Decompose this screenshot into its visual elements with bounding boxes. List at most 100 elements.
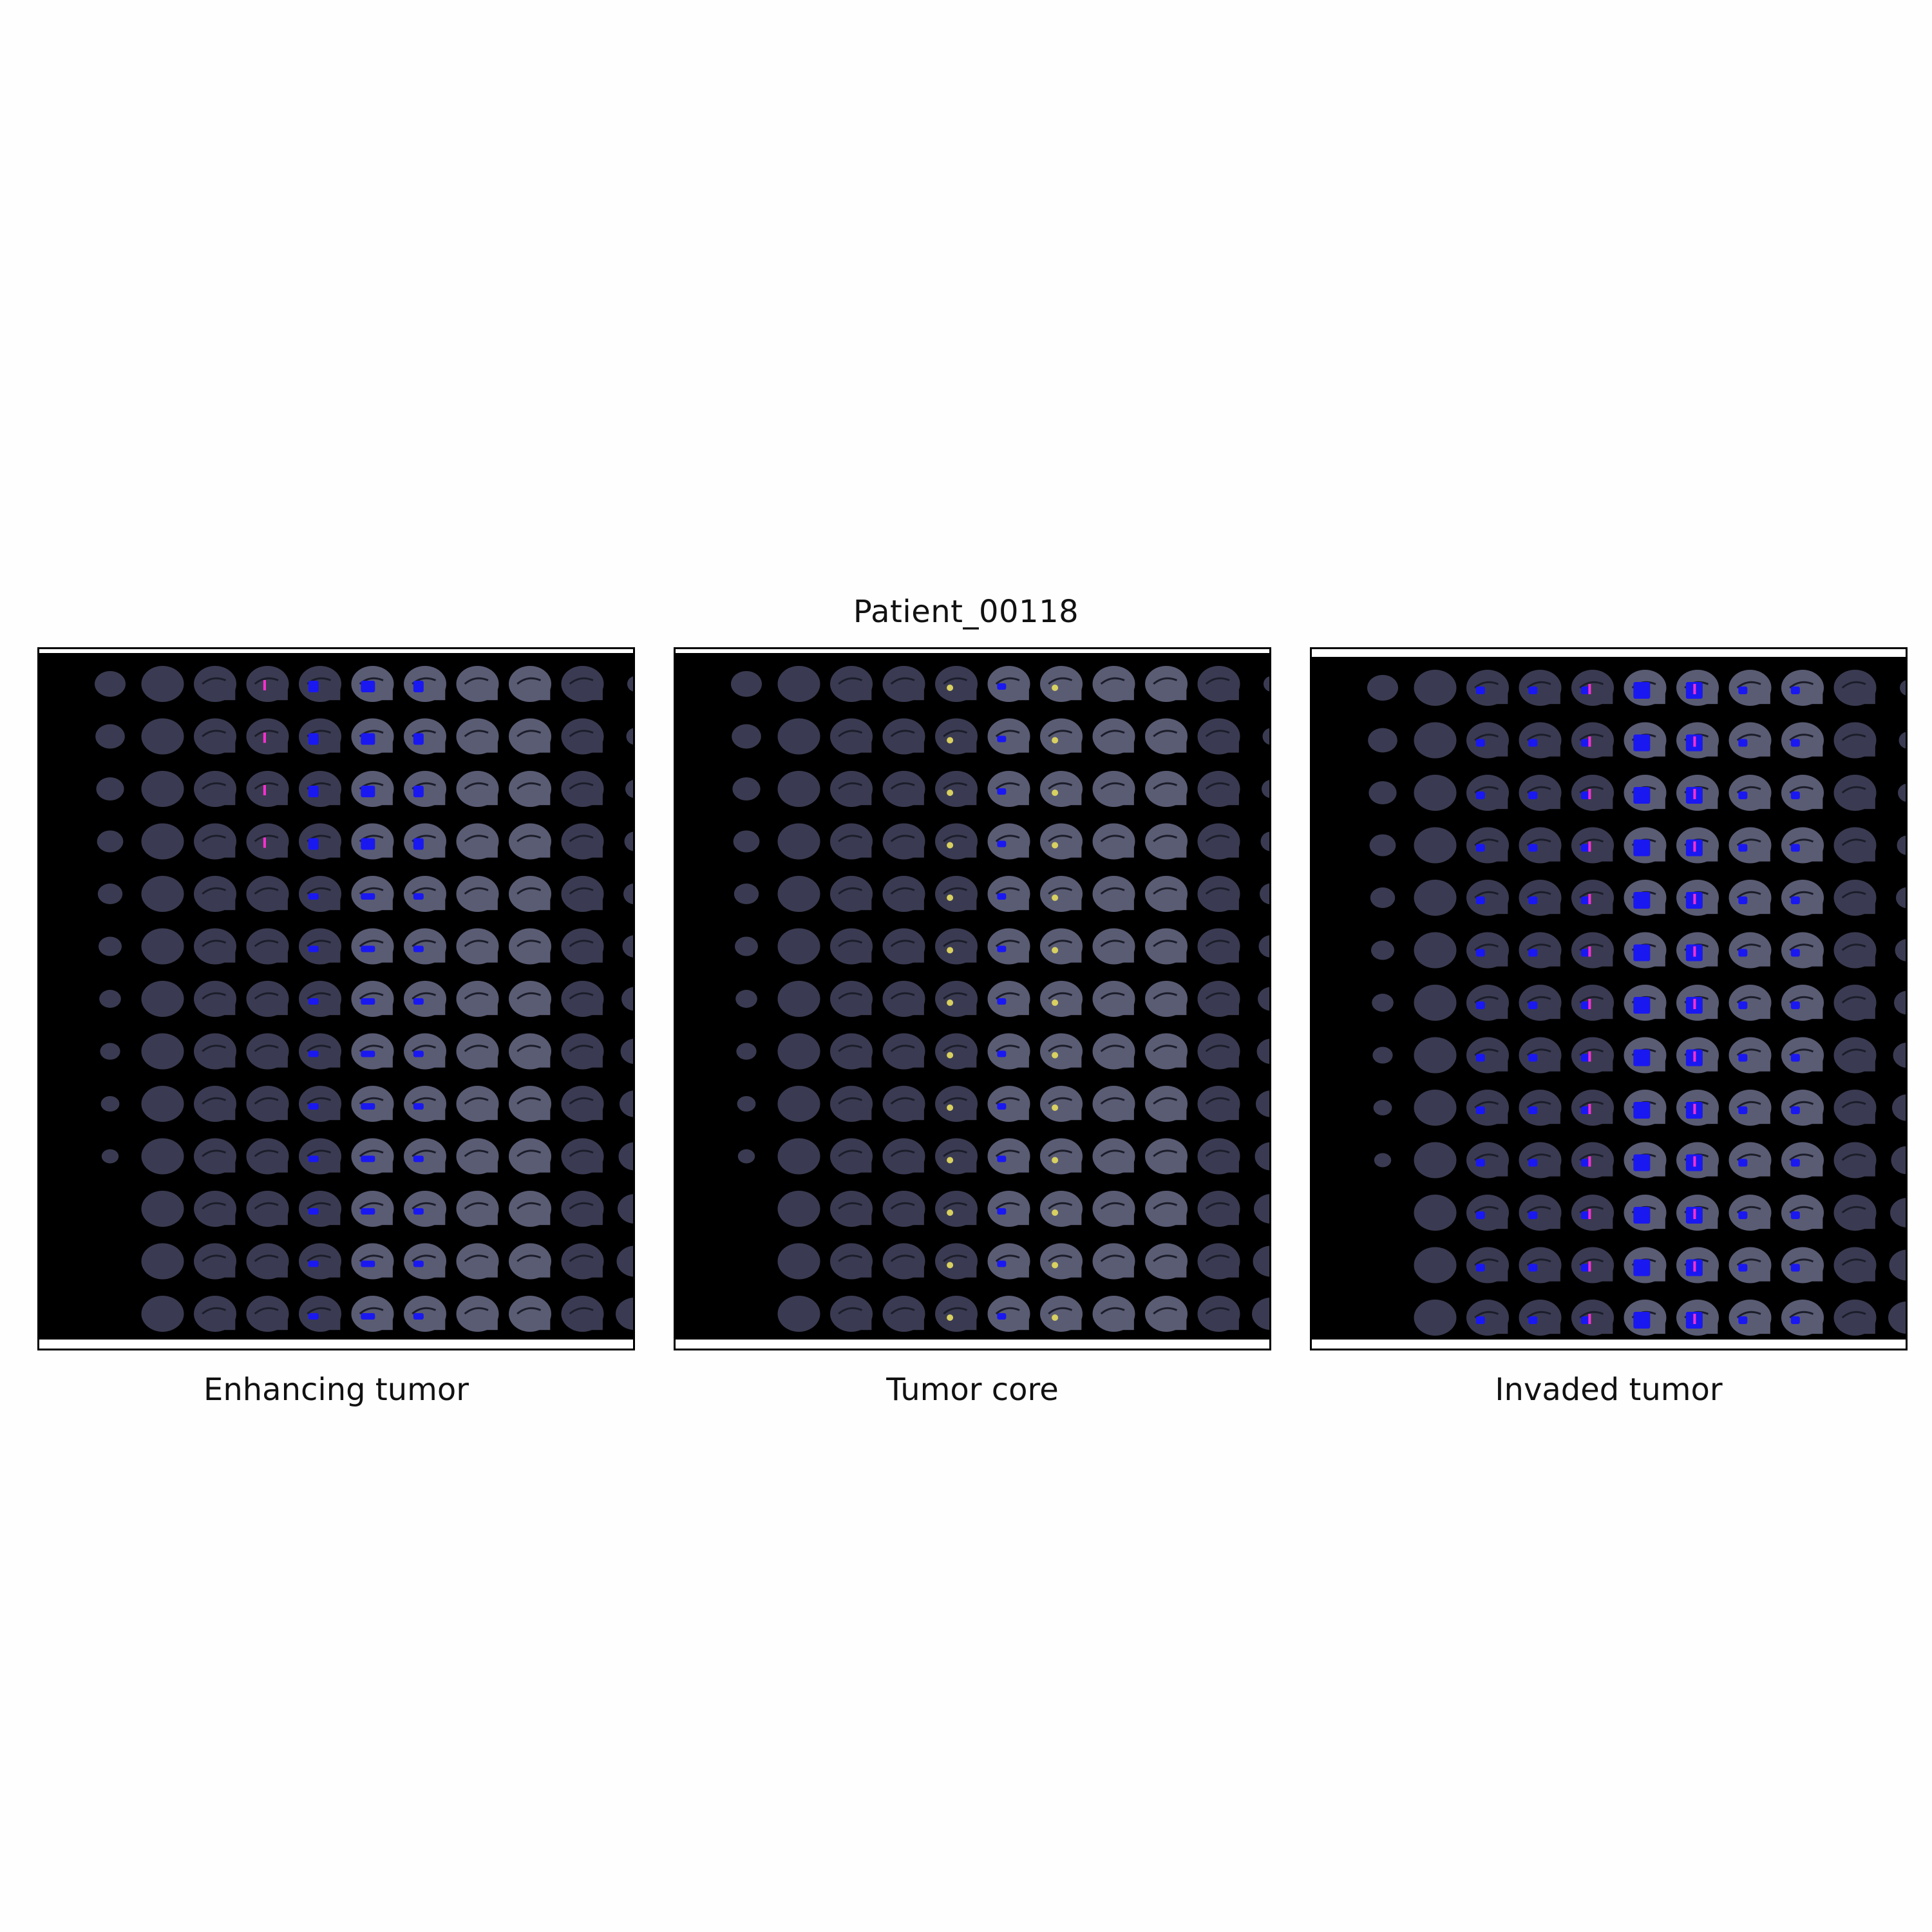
mri-slice <box>1092 1296 1135 1332</box>
mri-slice <box>1676 722 1719 759</box>
mri-slice <box>1092 1086 1135 1122</box>
mri-slice <box>830 1086 873 1122</box>
mri-slice <box>141 1296 184 1332</box>
montage-invaded-tumor <box>1312 657 1906 1340</box>
mri-slice <box>935 1243 978 1280</box>
mri-slice <box>1781 722 1824 759</box>
mri-slice <box>1571 1090 1614 1126</box>
mri-slice <box>1519 1037 1562 1074</box>
mri-slice <box>1676 1090 1719 1126</box>
mri-slice <box>1197 1033 1240 1070</box>
mri-slice <box>561 1086 604 1122</box>
mri-slice <box>351 1243 394 1280</box>
mri-slice <box>1571 670 1614 706</box>
mri-slice <box>987 1033 1030 1070</box>
mri-slice <box>1624 1037 1667 1074</box>
mri-slice <box>626 728 633 745</box>
mri-slice <box>1900 680 1906 696</box>
mri-slice <box>509 1191 551 1227</box>
mri-slice <box>935 1033 978 1070</box>
mri-slice <box>1519 1090 1562 1126</box>
mri-slice <box>299 981 341 1017</box>
mri-slice <box>1258 987 1269 1011</box>
mri-slice <box>732 777 761 800</box>
mri-slice <box>1833 1037 1877 1074</box>
mri-slice <box>830 876 873 912</box>
mri-slice <box>1145 1243 1188 1280</box>
mri-slice <box>1145 666 1188 702</box>
mri-slice <box>1414 1090 1457 1126</box>
mri-slice <box>1145 928 1188 965</box>
mri-slice <box>737 1096 756 1112</box>
mri-slice <box>1466 1300 1509 1336</box>
mri-slice <box>830 981 873 1017</box>
mri-slice <box>194 771 236 807</box>
mri-slice <box>987 1086 1030 1122</box>
mri-slice <box>194 718 236 755</box>
mri-slice <box>1571 880 1614 916</box>
mri-slice <box>1092 1138 1135 1175</box>
mri-slice <box>1833 1195 1877 1231</box>
mri-slice <box>299 1033 341 1070</box>
mri-slice <box>1676 932 1719 969</box>
mri-slice <box>509 1033 551 1070</box>
mri-slice <box>1781 1300 1824 1336</box>
mri-slice <box>1197 928 1240 965</box>
mri-slice <box>1833 932 1877 969</box>
mri-slice <box>456 718 499 755</box>
mri-slice <box>1896 887 1906 909</box>
mri-slice <box>1466 1037 1509 1074</box>
mri-slice <box>1040 1243 1083 1280</box>
mri-slice <box>1728 1037 1772 1074</box>
mri-slice <box>1571 985 1614 1021</box>
mri-slice <box>1197 1243 1240 1280</box>
mri-slice <box>1571 932 1614 969</box>
mri-slice <box>1374 1153 1392 1168</box>
mri-slice <box>351 771 394 807</box>
mri-slice <box>1519 1195 1562 1231</box>
mri-slice <box>1040 1086 1083 1122</box>
mri-slice <box>509 928 551 965</box>
mri-slice <box>299 771 341 807</box>
mri-slice <box>1466 880 1509 916</box>
mri-slice <box>1372 994 1394 1012</box>
mri-slice <box>1781 985 1824 1021</box>
mri-slice <box>1466 932 1509 969</box>
mri-slice <box>882 981 925 1017</box>
mri-slice <box>351 1138 394 1175</box>
mri-slice <box>987 718 1030 755</box>
mri-slice <box>509 1243 551 1280</box>
mri-slice <box>1676 1247 1719 1283</box>
mri-slice <box>1145 876 1188 912</box>
mri-slice <box>987 823 1030 860</box>
mri-slice <box>882 771 925 807</box>
mri-slice <box>404 1191 446 1227</box>
mri-slice <box>1781 670 1824 706</box>
mri-slice <box>456 1191 499 1227</box>
mri-slice <box>1892 1094 1906 1121</box>
mri-slice <box>561 981 604 1017</box>
mri-slice <box>100 1043 120 1060</box>
mri-slice <box>351 718 394 755</box>
mri-slice <box>1262 728 1269 745</box>
mri-slice <box>1833 827 1877 864</box>
mri-slice <box>1145 1296 1188 1332</box>
mri-slice <box>882 1033 925 1070</box>
mri-slice <box>935 771 978 807</box>
mri-slice <box>1466 775 1509 811</box>
mri-slice <box>1676 1300 1719 1336</box>
mri-slice <box>1092 823 1135 860</box>
mri-slice <box>95 671 126 697</box>
mri-slice <box>456 1033 499 1070</box>
mri-slice <box>1414 985 1457 1021</box>
mri-slice <box>246 718 289 755</box>
mri-slice <box>1624 932 1667 969</box>
mri-slice <box>1889 1249 1906 1281</box>
mri-slice <box>830 1138 873 1175</box>
mri-slice <box>1676 1037 1719 1074</box>
mri-slice <box>987 981 1030 1017</box>
mri-slice <box>1898 784 1906 802</box>
mri-slice <box>1040 1033 1083 1070</box>
mri-slice <box>404 771 446 807</box>
mri-slice <box>141 928 184 965</box>
